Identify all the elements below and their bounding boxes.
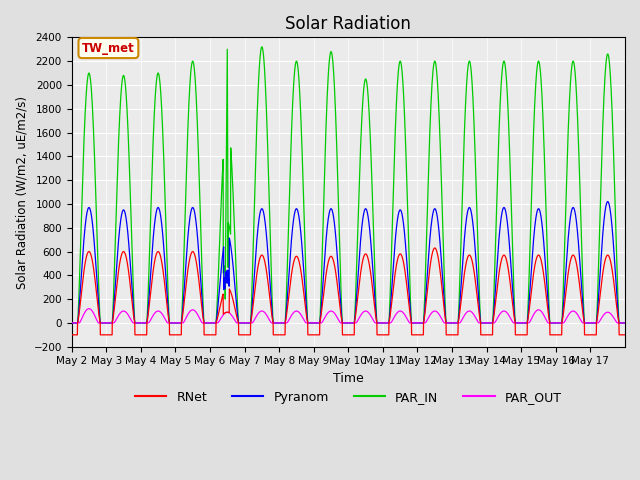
- PAR_OUT: [419, 320, 427, 326]
- PAR_IN: [258, 44, 266, 50]
- PAR_IN: [536, 69, 544, 75]
- Line: PAR_OUT: PAR_OUT: [72, 309, 625, 323]
- X-axis label: Time: Time: [333, 372, 364, 385]
- Title: Solar Radiation: Solar Radiation: [285, 15, 412, 33]
- PAR_OUT: [536, 308, 544, 313]
- RNet: [615, 319, 623, 325]
- RNet: [68, 332, 76, 338]
- PAR_IN: [504, 90, 511, 96]
- RNet: [431, 245, 438, 251]
- PAR_IN: [419, 320, 427, 326]
- Pyranom: [615, 318, 623, 324]
- PAR_IN: [181, 217, 189, 223]
- PAR_OUT: [621, 320, 628, 326]
- Pyranom: [468, 212, 476, 218]
- Pyranom: [621, 320, 628, 326]
- PAR_IN: [621, 320, 628, 326]
- Y-axis label: Solar Radiation (W/m2, uE/m2/s): Solar Radiation (W/m2, uE/m2/s): [15, 96, 28, 288]
- PAR_OUT: [85, 306, 93, 312]
- Legend: RNet, Pyranom, PAR_IN, PAR_OUT: RNet, Pyranom, PAR_IN, PAR_OUT: [130, 385, 566, 408]
- Line: Pyranom: Pyranom: [72, 202, 625, 323]
- PAR_IN: [468, 78, 476, 84]
- PAR_OUT: [615, 320, 623, 326]
- RNet: [181, 292, 189, 298]
- PAR_OUT: [68, 320, 76, 326]
- Pyranom: [604, 199, 612, 204]
- RNet: [536, 255, 544, 261]
- PAR_OUT: [468, 310, 476, 315]
- Text: TW_met: TW_met: [82, 42, 135, 55]
- RNet: [621, 332, 628, 338]
- RNet: [419, 332, 427, 338]
- Pyranom: [419, 320, 427, 326]
- Line: RNet: RNet: [72, 248, 625, 335]
- Line: PAR_IN: PAR_IN: [72, 47, 625, 323]
- Pyranom: [181, 275, 189, 281]
- RNet: [504, 261, 511, 266]
- Pyranom: [503, 217, 511, 223]
- PAR_OUT: [504, 310, 511, 316]
- Pyranom: [536, 210, 544, 216]
- Pyranom: [68, 320, 76, 326]
- PAR_IN: [615, 316, 623, 322]
- RNet: [468, 257, 476, 263]
- PAR_IN: [68, 320, 76, 326]
- PAR_OUT: [181, 317, 189, 323]
